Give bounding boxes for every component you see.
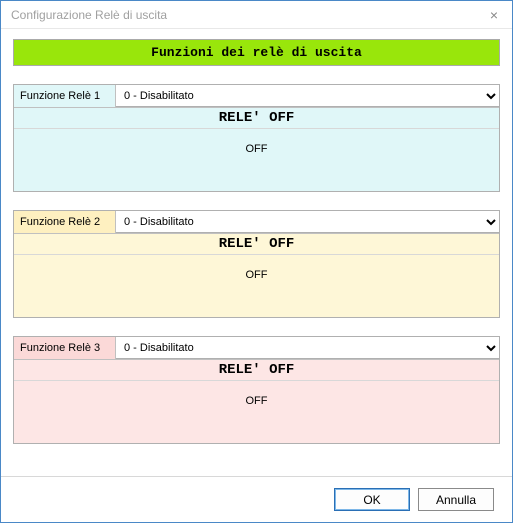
ok-button[interactable]: OK [334, 488, 410, 511]
titlebar: Configurazione Relè di uscita × [1, 1, 512, 29]
relay-function-select-wrap: 0 - Disabilitato [116, 85, 499, 108]
relay-group-2: Funzione Relè 2 0 - Disabilitato RELE' O… [13, 210, 500, 318]
relay-function-select[interactable]: 0 - Disabilitato [116, 337, 499, 359]
relay-function-select[interactable]: 0 - Disabilitato [116, 85, 499, 107]
relay-function-label: Funzione Relè 2 [14, 211, 116, 234]
relay-function-label: Funzione Relè 1 [14, 85, 116, 108]
relay-status-body: OFF [14, 381, 499, 443]
relay-status-body: OFF [14, 129, 499, 191]
cancel-button[interactable]: Annulla [418, 488, 494, 511]
relay-status-title: RELE' OFF [14, 108, 499, 129]
relay-row: Funzione Relè 3 0 - Disabilitato [14, 337, 499, 360]
relay-status-title: RELE' OFF [14, 360, 499, 381]
window-title: Configurazione Relè di uscita [11, 8, 167, 22]
relay-group-3: Funzione Relè 3 0 - Disabilitato RELE' O… [13, 336, 500, 444]
relay-function-select-wrap: 0 - Disabilitato [116, 211, 499, 234]
dialog-content: Funzioni dei relè di uscita Funzione Rel… [1, 29, 512, 476]
relay-row: Funzione Relè 2 0 - Disabilitato [14, 211, 499, 234]
header-banner: Funzioni dei relè di uscita [13, 39, 500, 66]
relay-function-select[interactable]: 0 - Disabilitato [116, 211, 499, 233]
relay-function-label: Funzione Relè 3 [14, 337, 116, 360]
relay-status-body: OFF [14, 255, 499, 317]
close-icon[interactable]: × [484, 6, 504, 24]
relay-group-1: Funzione Relè 1 0 - Disabilitato RELE' O… [13, 84, 500, 192]
dialog-window: Configurazione Relè di uscita × Funzioni… [0, 0, 513, 523]
relay-function-select-wrap: 0 - Disabilitato [116, 337, 499, 360]
dialog-buttonbar: OK Annulla [1, 476, 512, 522]
relay-status-title: RELE' OFF [14, 234, 499, 255]
relay-row: Funzione Relè 1 0 - Disabilitato [14, 85, 499, 108]
